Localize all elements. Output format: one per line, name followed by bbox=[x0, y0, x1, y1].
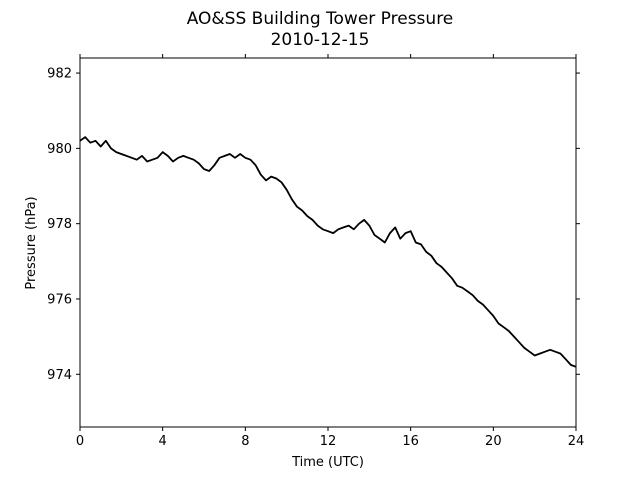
y-tick-label: 976 bbox=[47, 292, 72, 307]
x-tick-label: 0 bbox=[76, 434, 84, 449]
chart-title: AO&SS Building Tower Pressure bbox=[187, 9, 454, 29]
axis-ticks bbox=[76, 54, 580, 431]
x-tick-label: 16 bbox=[402, 434, 419, 449]
x-tick-label: 8 bbox=[241, 434, 249, 449]
x-tick-label: 20 bbox=[485, 434, 502, 449]
plot-area-frame bbox=[79, 57, 577, 428]
x-axis-label: Time (UTC) bbox=[291, 455, 364, 470]
axis-tick-labels: 0 4 8 12 16 20 24 974 976 978 980 982 bbox=[47, 67, 584, 449]
x-tick-label: 12 bbox=[320, 434, 337, 449]
y-axis-label: Pressure (hPa) bbox=[24, 196, 39, 289]
y-tick-label: 982 bbox=[47, 67, 72, 82]
y-tick-label: 978 bbox=[47, 217, 72, 232]
x-tick-label: 24 bbox=[568, 434, 585, 449]
pressure-series-line bbox=[79, 136, 577, 368]
y-tick-label: 974 bbox=[47, 368, 72, 383]
chart-subtitle: 2010-12-15 bbox=[271, 30, 370, 50]
y-tick-label: 980 bbox=[47, 142, 72, 157]
x-tick-label: 4 bbox=[159, 434, 167, 449]
